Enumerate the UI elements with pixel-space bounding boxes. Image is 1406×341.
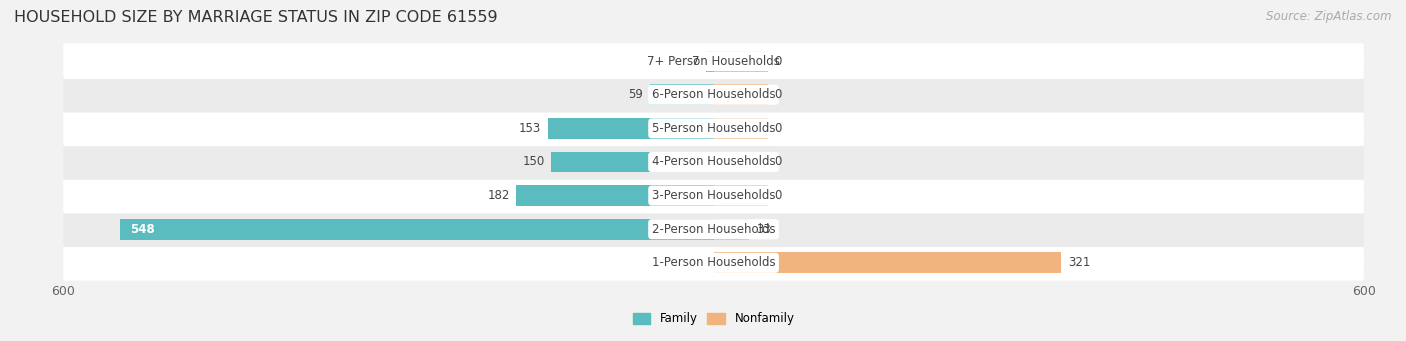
- Bar: [713, 118, 768, 139]
- Text: 6-Person Households: 6-Person Households: [652, 88, 775, 101]
- Text: 5-Person Households: 5-Person Households: [652, 122, 775, 135]
- Legend: Family, Nonfamily: Family, Nonfamily: [633, 312, 794, 325]
- Text: 153: 153: [519, 122, 541, 135]
- FancyBboxPatch shape: [63, 178, 1364, 213]
- Text: 3-Person Households: 3-Person Households: [652, 189, 775, 202]
- Bar: [713, 219, 749, 240]
- Bar: [713, 51, 768, 72]
- Bar: [548, 118, 713, 139]
- Text: 2-Person Households: 2-Person Households: [652, 223, 775, 236]
- Text: 0: 0: [775, 189, 782, 202]
- Text: 7: 7: [692, 55, 699, 68]
- Text: 0: 0: [775, 155, 782, 168]
- Text: 548: 548: [131, 223, 155, 236]
- Text: 0: 0: [775, 55, 782, 68]
- FancyBboxPatch shape: [63, 245, 1364, 281]
- Bar: [551, 151, 713, 173]
- Bar: [650, 84, 713, 105]
- Text: HOUSEHOLD SIZE BY MARRIAGE STATUS IN ZIP CODE 61559: HOUSEHOLD SIZE BY MARRIAGE STATUS IN ZIP…: [14, 10, 498, 25]
- FancyBboxPatch shape: [63, 211, 1364, 247]
- Bar: [713, 252, 1062, 273]
- Text: 321: 321: [1069, 256, 1090, 269]
- Bar: [713, 84, 768, 105]
- FancyBboxPatch shape: [63, 110, 1364, 146]
- Bar: [516, 185, 713, 206]
- Text: 150: 150: [522, 155, 544, 168]
- Text: 4-Person Households: 4-Person Households: [652, 155, 775, 168]
- Text: 7+ Person Households: 7+ Person Households: [647, 55, 780, 68]
- Text: 1-Person Households: 1-Person Households: [652, 256, 775, 269]
- Bar: [706, 51, 713, 72]
- Text: 59: 59: [628, 88, 643, 101]
- Text: 33: 33: [756, 223, 770, 236]
- FancyBboxPatch shape: [63, 77, 1364, 113]
- Text: 182: 182: [488, 189, 510, 202]
- Bar: [713, 185, 768, 206]
- Text: Source: ZipAtlas.com: Source: ZipAtlas.com: [1267, 10, 1392, 23]
- FancyBboxPatch shape: [63, 144, 1364, 180]
- FancyBboxPatch shape: [63, 43, 1364, 79]
- Text: 0: 0: [775, 88, 782, 101]
- Bar: [713, 151, 768, 173]
- Bar: [120, 219, 713, 240]
- Text: 0: 0: [775, 122, 782, 135]
